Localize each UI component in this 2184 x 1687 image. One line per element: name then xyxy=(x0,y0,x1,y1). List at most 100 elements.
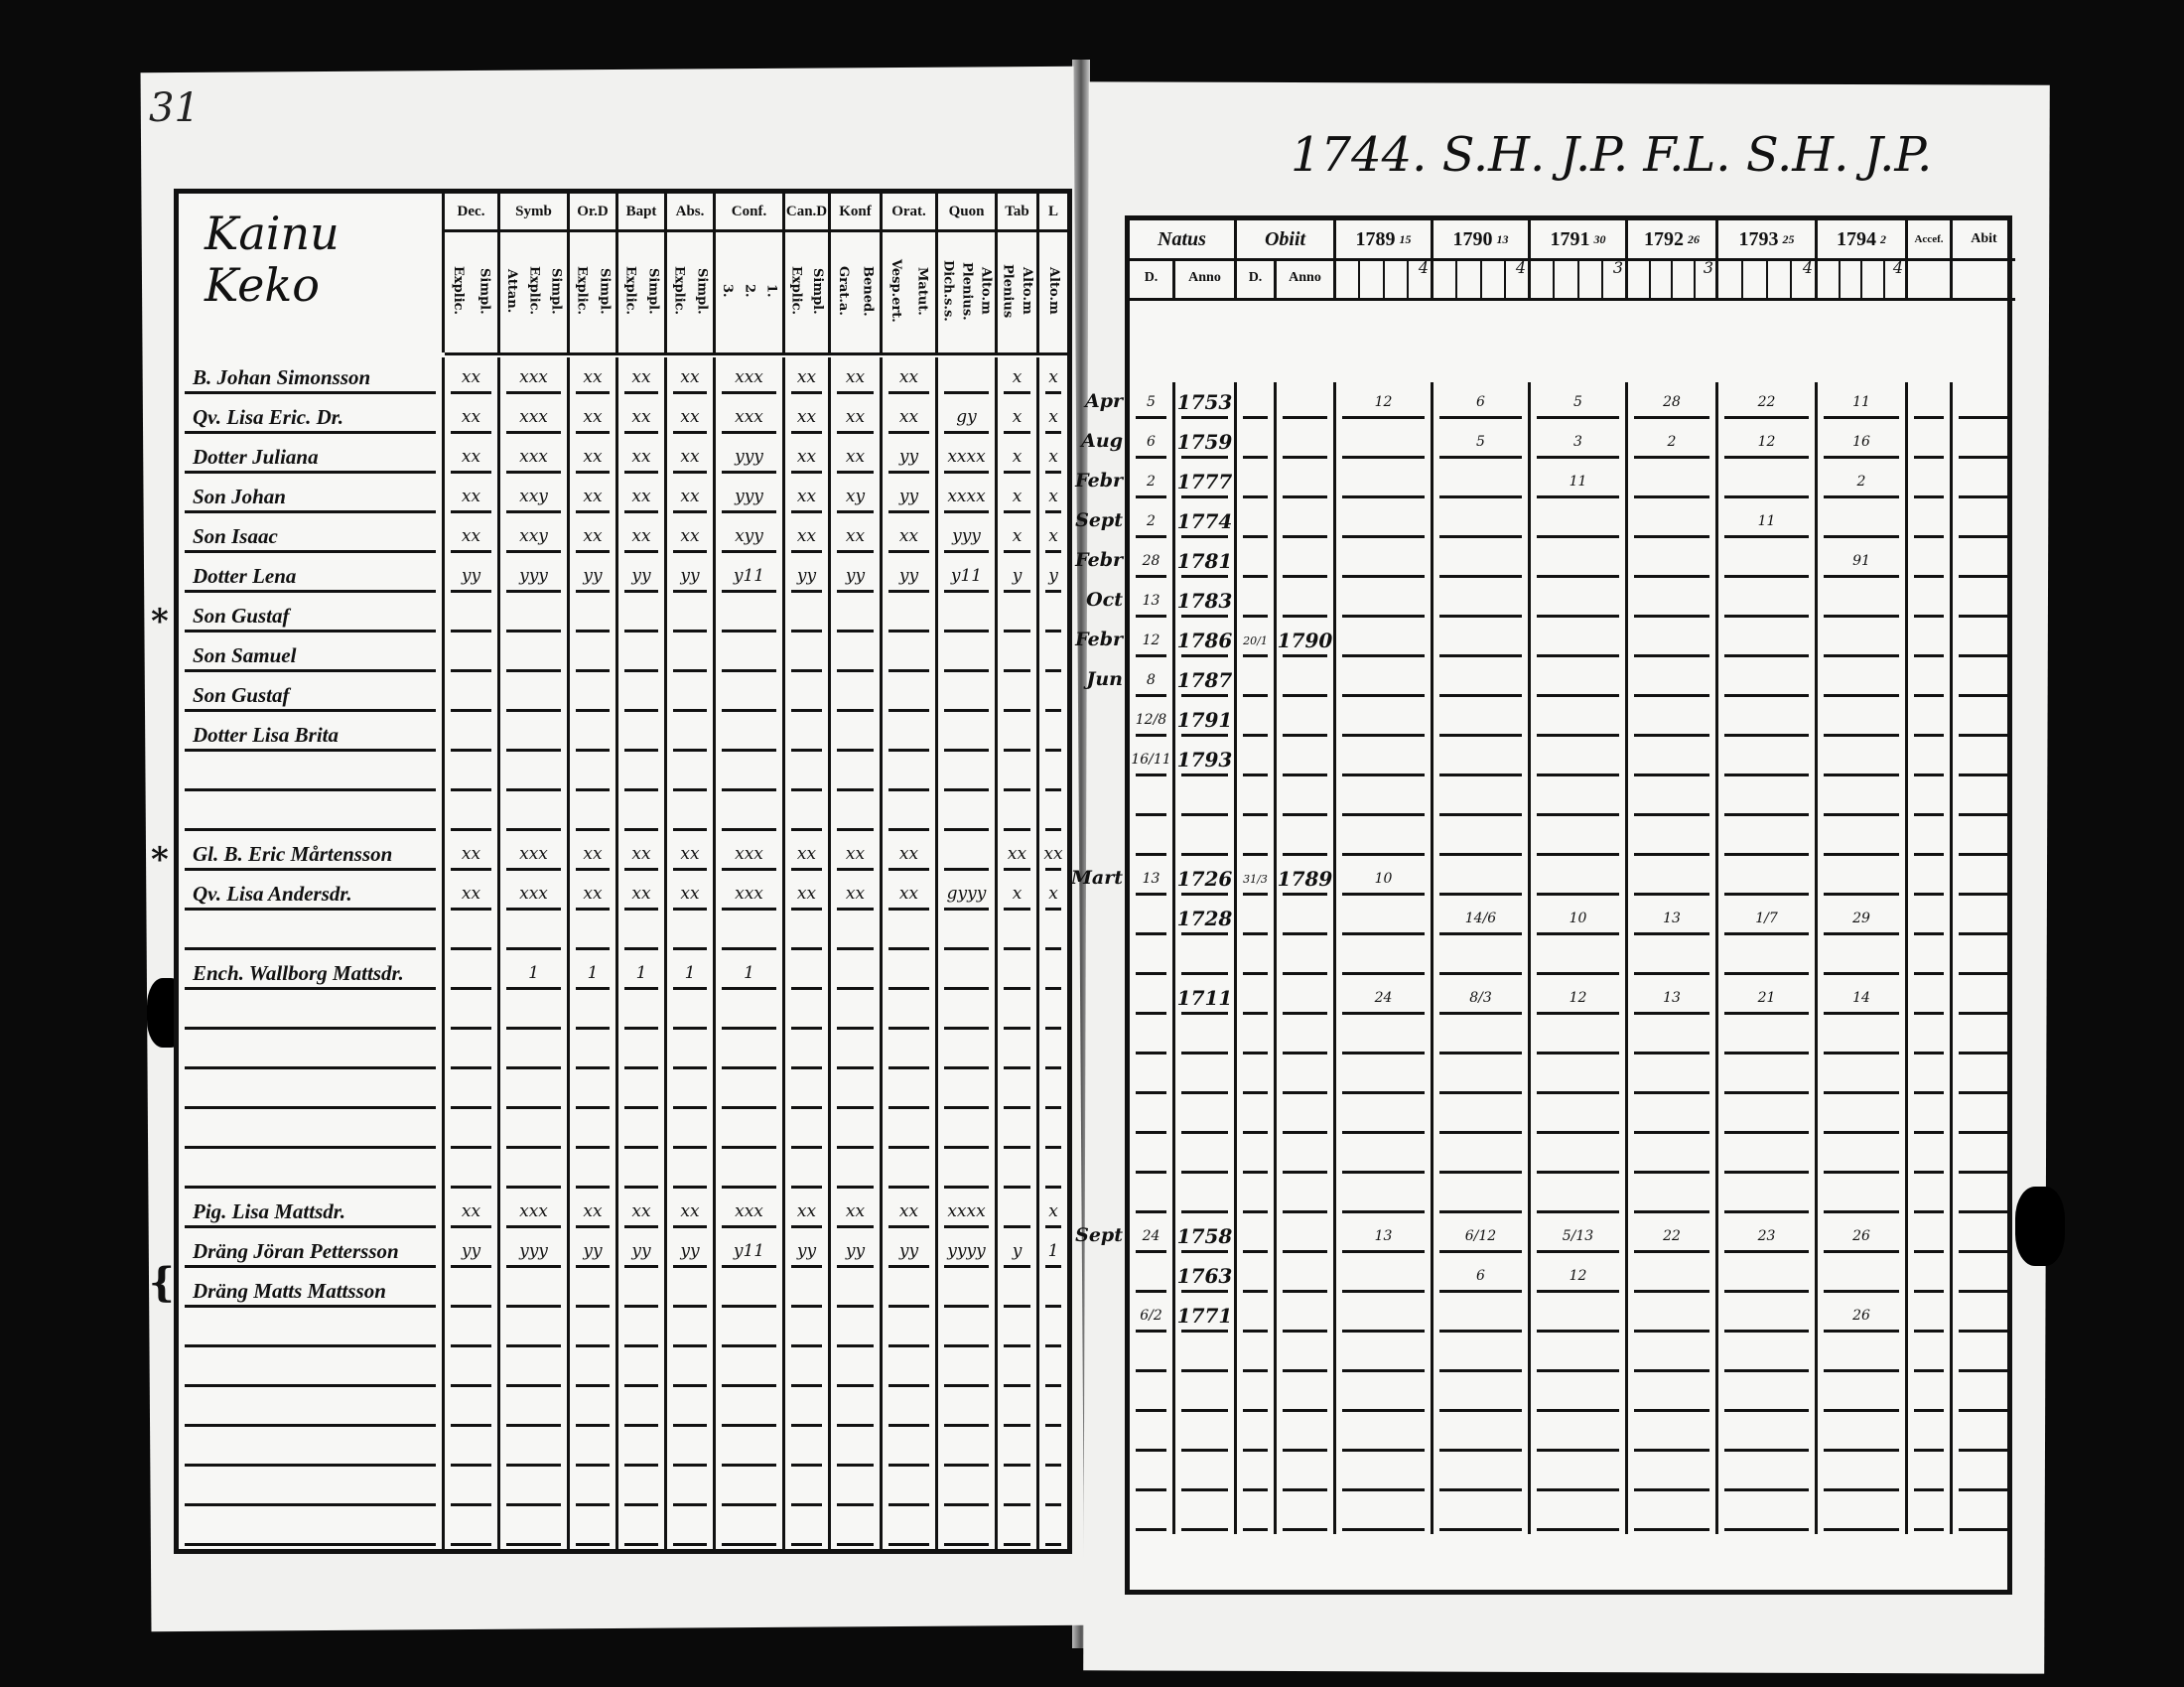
year-mark xyxy=(1818,660,1908,700)
year-mark xyxy=(1818,501,1908,541)
year-mark xyxy=(1531,1018,1628,1057)
death-year xyxy=(1277,1018,1336,1057)
mark-cell: xxy xyxy=(500,477,570,516)
mark-cell xyxy=(618,675,667,715)
birth-year: 1786 xyxy=(1175,621,1237,660)
table-row: Son Isaac xx xxy xx xx xx xyy xx xx xx yyy x x xyxy=(179,516,1070,556)
subheader-anno: Anno xyxy=(1277,258,1336,298)
table-row: Dotter Juliana xx xxx xx xx xx yyy xx xx yy xxxx x x xyxy=(179,437,1070,477)
mark-cell: xx xyxy=(883,834,938,874)
mark-cell xyxy=(618,1311,667,1350)
mark-cell xyxy=(716,1470,785,1509)
mark-cell xyxy=(1039,675,1070,715)
year-mark xyxy=(1628,1455,1718,1494)
column-header: Dec. xyxy=(445,194,500,229)
mark-cell xyxy=(785,1350,831,1390)
mark-cell xyxy=(831,1271,883,1311)
mark-cell xyxy=(883,1430,938,1470)
year-mark xyxy=(1336,1494,1433,1534)
abit-cell xyxy=(1953,899,2015,938)
mark-cell xyxy=(716,1033,785,1072)
year-header: 1789 15 xyxy=(1336,220,1433,258)
table-row xyxy=(1130,1415,2015,1455)
death-day xyxy=(1237,1216,1277,1256)
year-mark xyxy=(1433,541,1531,581)
year-mark: 5/13 xyxy=(1531,1216,1628,1256)
year-mark xyxy=(1531,700,1628,740)
year-mark: 5 xyxy=(1433,422,1531,462)
table-row xyxy=(1130,1455,2015,1494)
mark-cell: x xyxy=(998,516,1039,556)
birth-day xyxy=(1130,938,1175,978)
mark-cell xyxy=(785,794,831,834)
column-header: Symb xyxy=(500,194,570,229)
birth-day xyxy=(1130,1455,1175,1494)
abit-cell xyxy=(1953,859,2015,899)
year-mark: 14/6 xyxy=(1433,899,1531,938)
mark-cell xyxy=(938,1271,998,1311)
accef-subcolumn xyxy=(1908,258,1953,298)
mark-cell xyxy=(716,1430,785,1470)
mark-cell xyxy=(785,675,831,715)
birth-day xyxy=(1130,1177,1175,1216)
mark-cell: xxx xyxy=(500,437,570,477)
year-mark xyxy=(1718,1256,1818,1296)
mark-cell: x xyxy=(1039,477,1070,516)
accef-cell xyxy=(1908,899,1953,938)
accef-cell xyxy=(1908,700,1953,740)
mark-cell xyxy=(500,715,570,755)
birth-day: 5 xyxy=(1130,382,1175,422)
mark-cell xyxy=(618,1152,667,1192)
column-header: Abs. xyxy=(667,194,716,229)
accef-cell xyxy=(1908,1256,1953,1296)
table-row xyxy=(1130,819,2015,859)
accef-cell xyxy=(1908,541,1953,581)
mark-cell: xx xyxy=(883,1192,938,1231)
mark-cell: yyyy xyxy=(938,1231,998,1271)
mark-cell xyxy=(1039,794,1070,834)
death-day xyxy=(1237,382,1277,422)
mark-cell: x xyxy=(998,357,1039,397)
column-subheader: Alto.m xyxy=(1045,267,1061,315)
abit-cell xyxy=(1953,1216,2015,1256)
year-subcolumn xyxy=(1818,258,1841,298)
mark-cell xyxy=(883,914,938,953)
year-mark xyxy=(1336,1455,1433,1494)
year-mark xyxy=(1531,1097,1628,1137)
birth-month: Sept xyxy=(1075,509,1123,531)
death-day xyxy=(1237,1336,1277,1375)
abit-cell xyxy=(1953,1018,2015,1057)
mark-cell xyxy=(1039,635,1070,675)
birth-day: 16/11 xyxy=(1130,740,1175,779)
abit-cell xyxy=(1953,422,2015,462)
person-name: Son Gustaf xyxy=(179,596,445,635)
mark-cell xyxy=(618,715,667,755)
mark-cell xyxy=(570,1072,618,1112)
abit-cell xyxy=(1953,1336,2015,1375)
birth-day: 13 xyxy=(1130,581,1175,621)
year-mark xyxy=(1628,501,1718,541)
mark-cell xyxy=(445,1430,500,1470)
year-mark: 12 xyxy=(1718,422,1818,462)
mark-cell: y xyxy=(1039,556,1070,596)
mark-cell xyxy=(998,1311,1039,1350)
death-day xyxy=(1237,740,1277,779)
year-mark: 14 xyxy=(1818,978,1908,1018)
asterisk-mark: * xyxy=(151,840,169,880)
year-mark xyxy=(1818,740,1908,779)
mark-cell xyxy=(500,1112,570,1152)
year-mark xyxy=(1818,1375,1908,1415)
year-mark xyxy=(1531,1137,1628,1177)
mark-cell xyxy=(883,1470,938,1509)
person-name xyxy=(179,755,445,794)
mark-cell: xxy xyxy=(500,516,570,556)
year-subcolumns: 3 xyxy=(1628,258,1718,298)
mark-cell xyxy=(1039,1311,1070,1350)
year-mark: 8/3 xyxy=(1433,978,1531,1018)
person-name xyxy=(179,914,445,953)
mark-cell: xx xyxy=(618,834,667,874)
year-mark: 12 xyxy=(1336,382,1433,422)
year-subcolumn xyxy=(1651,258,1673,298)
table-row: Qv. Lisa Eric. Dr. xx xxx xx xx xx xxx xx xx xx gy… xyxy=(179,397,1070,437)
mark-cell: xx xyxy=(618,477,667,516)
